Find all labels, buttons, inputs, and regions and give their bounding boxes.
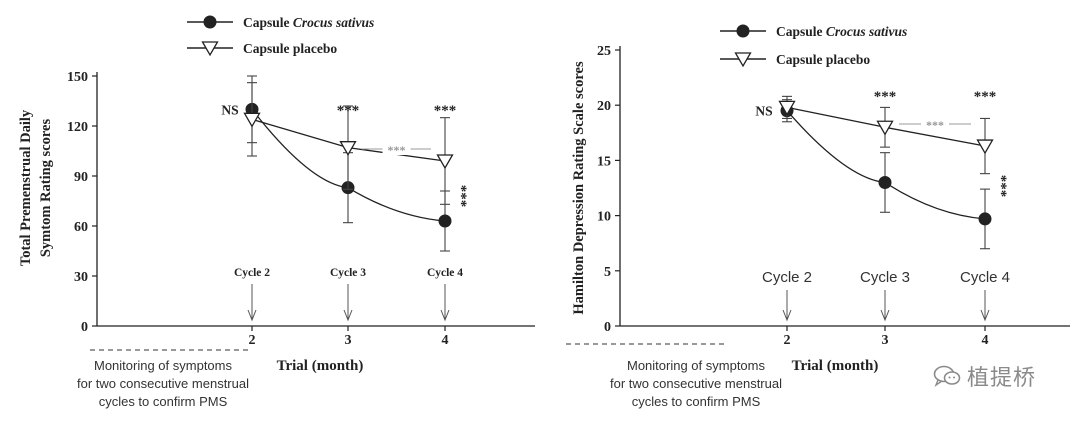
cycle-label: Cycle 2 bbox=[762, 269, 812, 286]
y-tick-label: 150 bbox=[67, 70, 88, 85]
data-point-open-triangle bbox=[876, 120, 894, 136]
y-tick-label: 25 bbox=[597, 44, 611, 59]
x-tick-label: 3 bbox=[882, 333, 889, 348]
cycle-arrow-head bbox=[980, 309, 990, 322]
monitoring-note-line: Monitoring of symptoms bbox=[627, 358, 765, 373]
cycle-arrow-head bbox=[247, 309, 257, 322]
annotation-significance-stars: *** bbox=[337, 103, 360, 119]
legend-marker-filled-circle bbox=[203, 15, 217, 29]
significance-bracket-gap bbox=[382, 143, 411, 155]
significance-bracket-gap bbox=[921, 118, 949, 130]
legend-label: Capsule Crocus sativus bbox=[243, 15, 374, 30]
cycle-arrow-head bbox=[440, 309, 450, 322]
legend-label: Capsule Crocus sativus bbox=[776, 24, 907, 39]
cycle-arrow-head bbox=[343, 309, 353, 322]
x-tick-label: 4 bbox=[442, 333, 449, 348]
data-point-open-triangle bbox=[339, 141, 357, 156]
data-point-filled-circle bbox=[978, 212, 992, 226]
monitoring-note-line: cycles to confirm PMS bbox=[632, 394, 761, 409]
data-point-open-triangle bbox=[976, 139, 994, 155]
y-tick-label: 90 bbox=[74, 170, 88, 185]
cycle-arrow-head bbox=[782, 309, 792, 322]
monitoring-note-line: cycles to confirm PMS bbox=[99, 394, 228, 409]
annotation-significance-stars: *** bbox=[974, 89, 997, 105]
monitoring-note-line: Monitoring of symptoms bbox=[94, 358, 232, 373]
annotation-ns: NS bbox=[221, 102, 238, 117]
x-tick-label: 3 bbox=[345, 333, 352, 348]
annotation-ns: NS bbox=[755, 104, 772, 119]
x-axis-label: Trial (month) bbox=[792, 358, 879, 374]
x-tick-label: 2 bbox=[249, 333, 256, 348]
legend-label: Capsule placebo bbox=[243, 41, 337, 56]
y-tick-label: 60 bbox=[74, 220, 88, 235]
y-tick-label: 0 bbox=[81, 320, 88, 335]
y-tick-label: 20 bbox=[597, 99, 611, 114]
annotation-bracket-stars: *** bbox=[926, 118, 944, 132]
series-crocus-sativus bbox=[780, 99, 992, 250]
data-point-open-triangle bbox=[436, 154, 454, 170]
legend-entry-2: Capsule placebo bbox=[720, 52, 870, 68]
chat-bubbles-icon bbox=[933, 365, 961, 387]
y-tick-label: 10 bbox=[597, 210, 611, 225]
cycle-label: Cycle 4 bbox=[427, 267, 463, 279]
y-axis-label: Symtom Rating scores bbox=[38, 119, 54, 258]
legend-entry-1: Capsule Crocus sativus bbox=[187, 15, 374, 30]
monitoring-note-line: for two consecutive menstrual bbox=[77, 376, 249, 391]
cycle-label: Cycle 3 bbox=[860, 269, 910, 286]
data-point-open-triangle bbox=[778, 100, 796, 116]
annotation-bracket-stars: *** bbox=[388, 143, 406, 157]
y-tick-label: 15 bbox=[597, 154, 611, 169]
chart-panel-1: 0 30 60 90 120 150 2 3 4 Trial (month) Total Preme… bbox=[18, 15, 535, 409]
legend-label: Capsule placebo bbox=[776, 52, 870, 67]
y-axis-label: Total Premenstrual Daily bbox=[18, 109, 34, 266]
x-tick-label: 2 bbox=[784, 333, 791, 348]
y-tick-label: 0 bbox=[604, 320, 611, 335]
cycle-label: Cycle 3 bbox=[330, 267, 366, 279]
annotation-vertical-stars: *** bbox=[993, 175, 1009, 198]
chart-panel-2: 0 5 10 15 20 25 2 3 4 Trial (month) Hamilton Depre… bbox=[566, 24, 1070, 409]
y-tick-label: 30 bbox=[74, 270, 88, 285]
annotation-significance-stars: *** bbox=[874, 89, 897, 105]
series-placebo bbox=[778, 95, 994, 175]
monitoring-note-line: for two consecutive menstrual bbox=[610, 376, 782, 391]
y-tick-label: 120 bbox=[67, 120, 88, 135]
cycle-label: Cycle 2 bbox=[234, 267, 270, 279]
y-tick-label: 5 bbox=[604, 265, 611, 280]
x-axis-label: Trial (month) bbox=[277, 358, 364, 374]
annotation-significance-stars: *** bbox=[434, 103, 457, 119]
y-axis-label: Hamilton Depression Rating Scale scores bbox=[571, 61, 587, 315]
series-placebo bbox=[243, 82, 454, 205]
data-point-open-triangle bbox=[243, 112, 261, 128]
watermark: 植提桥 bbox=[933, 361, 1036, 391]
legend-marker-open-triangle bbox=[734, 52, 752, 68]
data-point-filled-circle bbox=[438, 214, 452, 228]
legend-entry-2: Capsule placebo bbox=[187, 41, 337, 57]
watermark-text: 植提桥 bbox=[967, 366, 1037, 391]
legend-marker-open-triangle bbox=[201, 41, 219, 57]
legend-entry-1: Capsule Crocus sativus bbox=[720, 24, 907, 39]
data-point-filled-circle bbox=[878, 175, 892, 189]
cycle-arrow-head bbox=[880, 309, 890, 322]
legend-marker-filled-circle bbox=[736, 24, 750, 38]
annotation-vertical-stars: *** bbox=[453, 185, 469, 208]
cycle-label: Cycle 4 bbox=[960, 269, 1010, 286]
x-tick-label: 4 bbox=[982, 333, 989, 348]
